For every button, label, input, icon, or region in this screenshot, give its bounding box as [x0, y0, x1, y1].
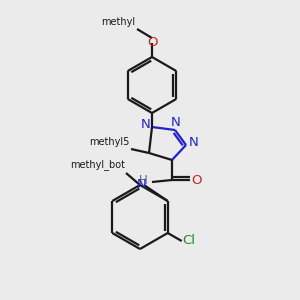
Text: O: O: [147, 37, 157, 50]
Text: Cl: Cl: [182, 235, 195, 248]
Text: methyl_bot: methyl_bot: [70, 159, 125, 170]
Text: H: H: [139, 175, 148, 188]
Text: O: O: [192, 173, 202, 187]
Text: methyl5: methyl5: [90, 137, 130, 147]
Text: N: N: [141, 118, 151, 131]
Text: N: N: [137, 178, 147, 190]
Text: N: N: [171, 116, 181, 130]
Text: N: N: [189, 136, 199, 149]
Text: methyl: methyl: [101, 17, 135, 27]
